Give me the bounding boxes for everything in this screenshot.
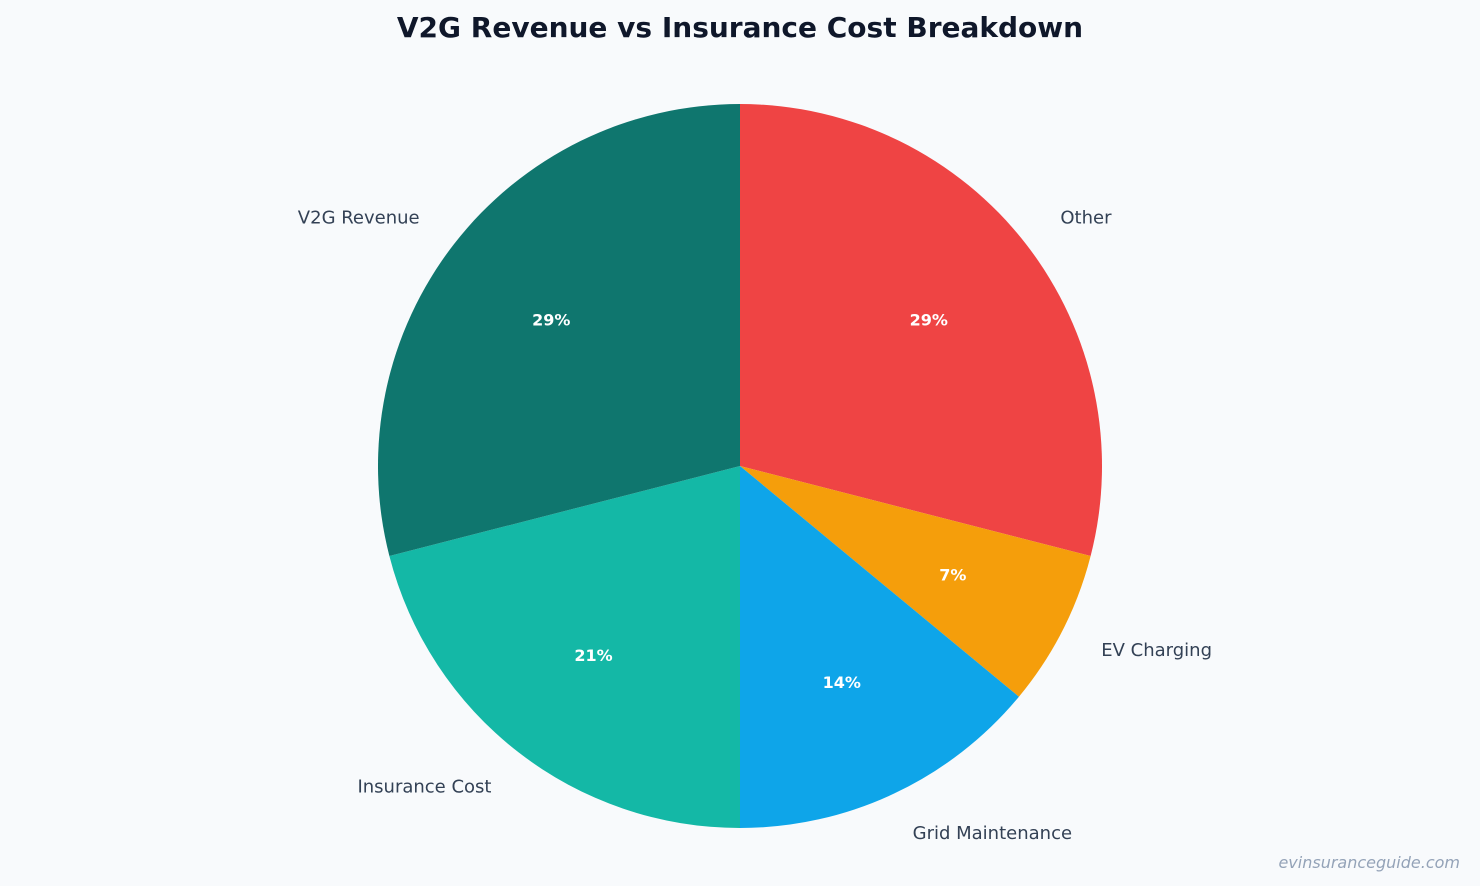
chart-title: V2G Revenue vs Insurance Cost Breakdown	[397, 11, 1083, 44]
slice-label-v2g-revenue: V2G Revenue	[298, 208, 420, 229]
pie-slice-grid-maintenance	[740, 466, 1019, 828]
slice-label-grid-maintenance: Grid Maintenance	[913, 823, 1072, 844]
pie-slice-ev-charging	[740, 466, 1091, 697]
pct-label-grid-maintenance: 14%	[823, 673, 861, 692]
pct-label-v2g-revenue: 29%	[532, 311, 570, 330]
pct-label-insurance-cost: 21%	[574, 646, 612, 665]
pie-slice-insurance-cost	[389, 466, 740, 828]
pie-slice-other	[740, 104, 1102, 557]
slice-labels: Other EV Charging Grid Maintenance Insuranc…	[298, 208, 1212, 844]
pct-label-other: 29%	[910, 311, 948, 330]
slice-label-other: Other	[1060, 208, 1112, 229]
slice-label-ev-charging: EV Charging	[1101, 640, 1212, 661]
pie-slices	[378, 104, 1102, 828]
slice-label-insurance-cost: Insurance Cost	[357, 776, 491, 797]
watermark-text: evinsuranceguide.com	[1278, 853, 1460, 872]
percentage-labels: 29% 7% 14% 21% 29%	[532, 311, 966, 693]
pct-label-ev-charging: 7%	[939, 565, 966, 584]
pie-slice-v2g-revenue	[378, 104, 740, 557]
